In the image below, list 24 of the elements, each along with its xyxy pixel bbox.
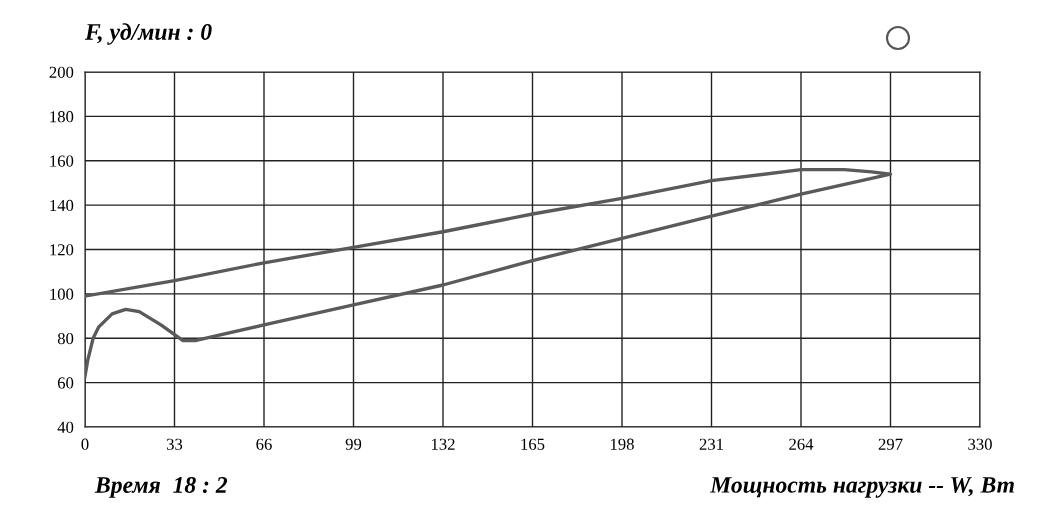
x-tick-label: 264 bbox=[789, 438, 814, 450]
y-tick-label: 40 bbox=[57, 421, 74, 433]
x-tick-label: 165 bbox=[521, 438, 545, 450]
y-tick-label: 120 bbox=[50, 244, 74, 256]
y-tick-label: 100 bbox=[50, 288, 74, 300]
x-tick-label: 66 bbox=[256, 438, 272, 450]
y-tick-label: 80 bbox=[57, 332, 74, 345]
y-tick-label: 180 bbox=[50, 111, 74, 123]
x-tick-label: 99 bbox=[345, 438, 362, 450]
y-tick-label: 200 bbox=[49, 66, 74, 78]
x-tick-label: 330 bbox=[968, 438, 992, 450]
x-tick-label: 198 bbox=[610, 438, 634, 450]
x-tick-label: 132 bbox=[431, 438, 455, 450]
x-tick-label: 297 bbox=[878, 438, 903, 450]
chart-title: F, уд/мин : 0 bbox=[84, 23, 212, 45]
line-series bbox=[85, 167, 893, 378]
y-tick-label: 160 bbox=[50, 155, 74, 167]
y-tick-label: 140 bbox=[50, 199, 74, 212]
x-tick-label: 231 bbox=[699, 438, 723, 450]
y-tick-label: 60 bbox=[57, 377, 74, 389]
x-axis-title: Мощность нагрузки -- W, Вт bbox=[709, 477, 1014, 498]
x-tick-label: 33 bbox=[166, 438, 183, 450]
x-tick-label: 0 bbox=[81, 438, 89, 450]
text: Время 18 : 2 bbox=[94, 476, 228, 498]
